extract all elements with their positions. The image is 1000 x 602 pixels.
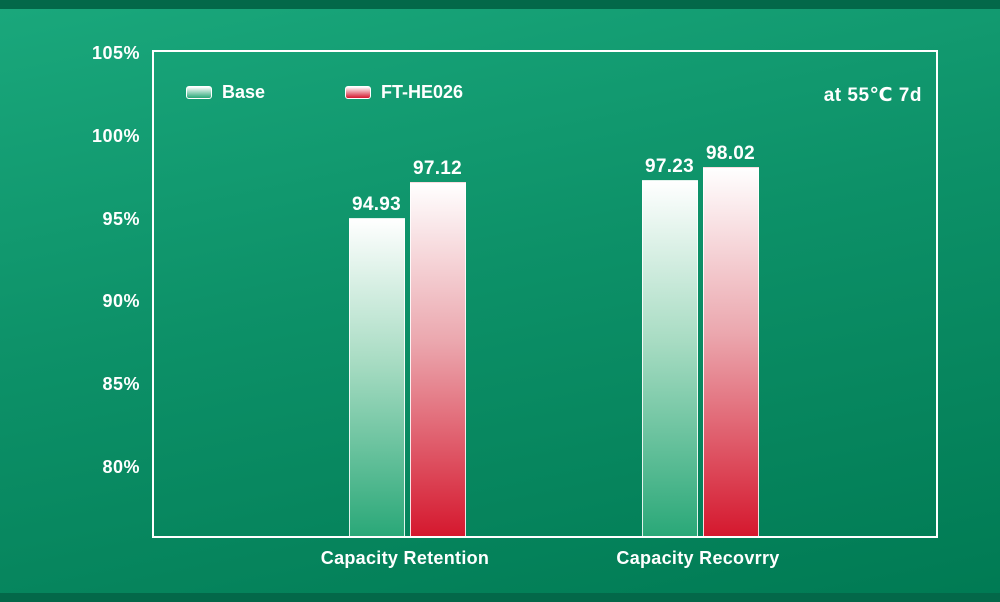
legend-item-ft-he026: FT-HE026 [345,82,463,103]
x-axis-labels: Capacity Retention Capacity Recovrry [152,548,938,580]
bar-base [348,217,405,536]
y-tick-label: 90% [102,291,140,312]
bar-value-label: 94.93 [351,193,402,215]
bar-value-label: 97.23 [644,155,695,177]
bar-base [641,179,698,536]
y-tick-label: 85% [102,374,140,395]
bar-value-label: 97.12 [412,157,463,179]
legend: Base FT-HE026 [186,82,463,103]
bar-value-label: 98.02 [705,142,756,164]
top-edge-band [0,0,1000,9]
y-tick-label: 100% [91,126,140,147]
bar-ft-he026 [409,181,466,536]
legend-label-ft-he026: FT-HE026 [381,82,464,102]
category-label: Capacity Recovrry [616,548,780,568]
y-axis: 105% 100% 95% 90% 85% 80% [0,0,140,602]
plot-area: Base FT-HE026 at 55℃ 7d 94.93 97.12 97.23 9… [152,50,938,538]
legend-item-base: Base [186,82,265,103]
ft-he026-swatch-icon [345,86,372,99]
bar-ft-he026 [702,166,759,536]
y-tick-label: 105% [91,43,140,64]
bottom-edge-band [0,593,1000,602]
bars-layer: 94.93 97.12 97.23 98.02 [154,52,936,536]
y-tick-label: 95% [102,208,140,229]
base-swatch-icon [186,86,212,99]
test-condition-note: at 55℃ 7d [823,85,922,106]
category-label: Capacity Retention [320,548,490,568]
y-tick-label: 80% [102,456,140,477]
legend-label-base: Base [222,82,266,102]
